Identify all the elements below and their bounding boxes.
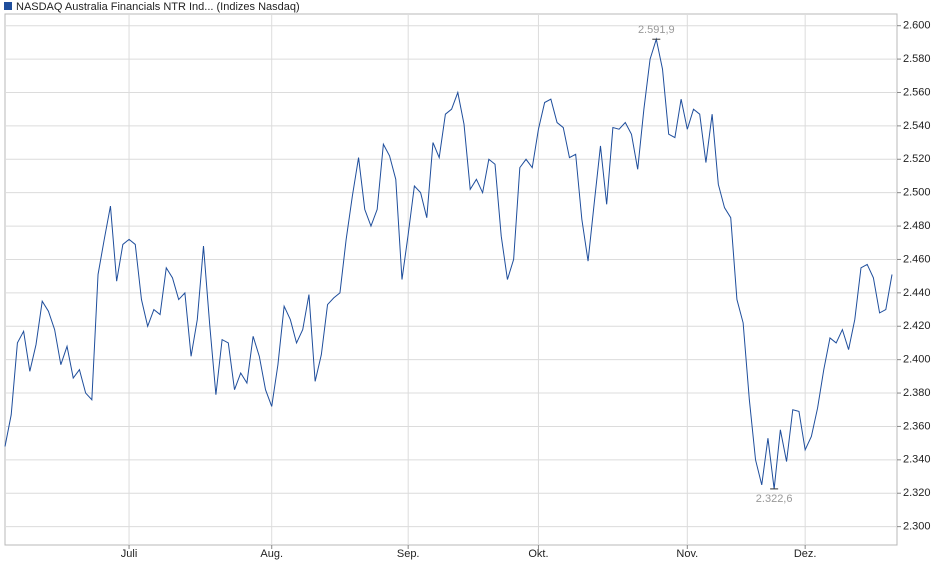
y-tick-label: 2.460: [903, 253, 931, 265]
value-label: 2.591,9: [638, 24, 675, 36]
plot-frame: [4, 13, 898, 546]
legend-swatch: [4, 2, 12, 10]
y-tick-label: 2.360: [903, 420, 931, 432]
x-tick-label: Nov.: [676, 548, 698, 560]
legend-label: NASDAQ Australia Financials NTR Ind... (…: [16, 1, 300, 13]
x-tick-label: Aug.: [260, 548, 283, 560]
y-tick-label: 2.560: [903, 86, 931, 98]
x-tick-label: Okt.: [528, 548, 548, 560]
x-tick-label: Juli: [121, 548, 138, 560]
y-tick-label: 2.420: [903, 320, 931, 332]
y-tick-label: 2.600: [903, 20, 931, 32]
y-tick-label: 2.440: [903, 287, 931, 299]
x-tick-label: Sep.: [397, 548, 420, 560]
y-tick-label: 2.480: [903, 220, 931, 232]
y-tick-label: 2.500: [903, 187, 931, 199]
y-tick-label: 2.320: [903, 487, 931, 499]
y-tick-label: 2.340: [903, 454, 931, 466]
y-tick-label: 2.300: [903, 521, 931, 533]
series-line: [4, 37, 893, 489]
y-tick-label: 2.400: [903, 354, 931, 366]
value-label: 2.322,6: [756, 493, 793, 505]
y-tick-label: 2.520: [903, 153, 931, 165]
y-tick-label: 2.380: [903, 387, 931, 399]
y-tick-label: 2.540: [903, 120, 931, 132]
y-tick-label: 2.580: [903, 53, 931, 65]
x-tick-label: Dez.: [794, 548, 817, 560]
